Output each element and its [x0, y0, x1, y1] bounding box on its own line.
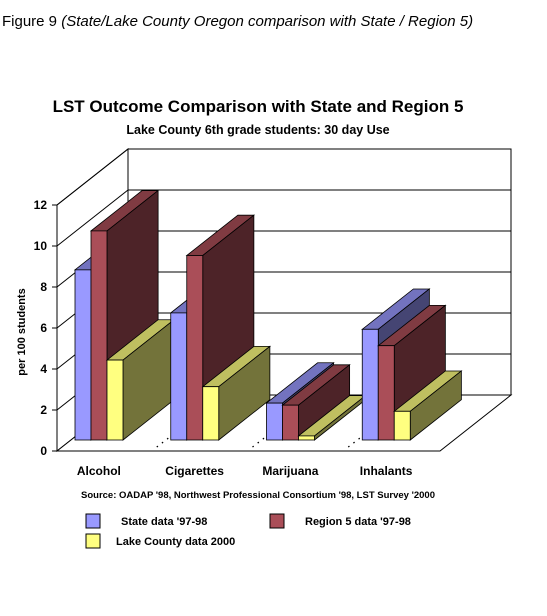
x-tick-label: Inhalants	[360, 464, 413, 478]
x-tick-label: Marijuana	[262, 464, 318, 478]
y-axis-label: per 100 students	[16, 288, 28, 375]
legend: State data '97-98 Region 5 data '97-98 Lak…	[85, 513, 411, 549]
gridline-side	[56, 189, 129, 247]
legend-label: State data '97-98	[121, 516, 207, 528]
plot-area: 0 2 4 6 8 10 12 Alcohol Cigarettes Marijuana Inhal…	[34, 147, 513, 478]
y-tick-label: 2	[40, 403, 47, 417]
bar	[393, 410, 411, 441]
floor-divider	[252, 419, 288, 448]
figure-caption-prefix: Figure 9	[2, 13, 62, 30]
bar	[282, 404, 299, 441]
chart-source: Source: OADAP '98, Northwest Professiona…	[81, 490, 435, 501]
y-tick-label: 10	[34, 239, 48, 253]
legend-label: Lake County data 2000	[116, 536, 235, 548]
bar	[90, 230, 108, 441]
x-tick-label: Cigarettes	[165, 464, 224, 478]
legend-swatch	[85, 513, 101, 529]
gridline-side	[56, 148, 129, 206]
y-tick-label: 6	[40, 321, 47, 335]
legend-label: Region 5 data '97-98	[305, 516, 411, 528]
y-tick-label: 12	[34, 198, 48, 212]
figure-caption: Figure 9 (State/Lake County Oregon compa…	[2, 13, 473, 30]
figure-caption-text: (State/Lake County Oregon comparison wit…	[61, 13, 474, 30]
bar	[266, 402, 283, 441]
chart-subtitle: Lake County 6th grade students: 30 day U…	[126, 123, 389, 137]
floor-divider	[347, 419, 384, 448]
legend-swatch	[269, 513, 285, 529]
bar	[361, 328, 379, 441]
floor-divider	[156, 419, 193, 448]
bar	[186, 255, 204, 441]
y-tick-label: 4	[40, 362, 47, 376]
chart-title: LST Outcome Comparison with State and Re…	[53, 97, 464, 116]
bar	[377, 345, 395, 441]
bar	[106, 359, 124, 441]
bar	[298, 435, 315, 441]
bar	[202, 386, 220, 441]
x-tick-label: Alcohol	[77, 464, 121, 478]
legend-swatch	[85, 533, 101, 549]
bar	[74, 269, 92, 441]
bar	[170, 312, 188, 441]
y-tick-label: 0	[40, 444, 47, 458]
y-tick-label: 8	[40, 280, 47, 294]
